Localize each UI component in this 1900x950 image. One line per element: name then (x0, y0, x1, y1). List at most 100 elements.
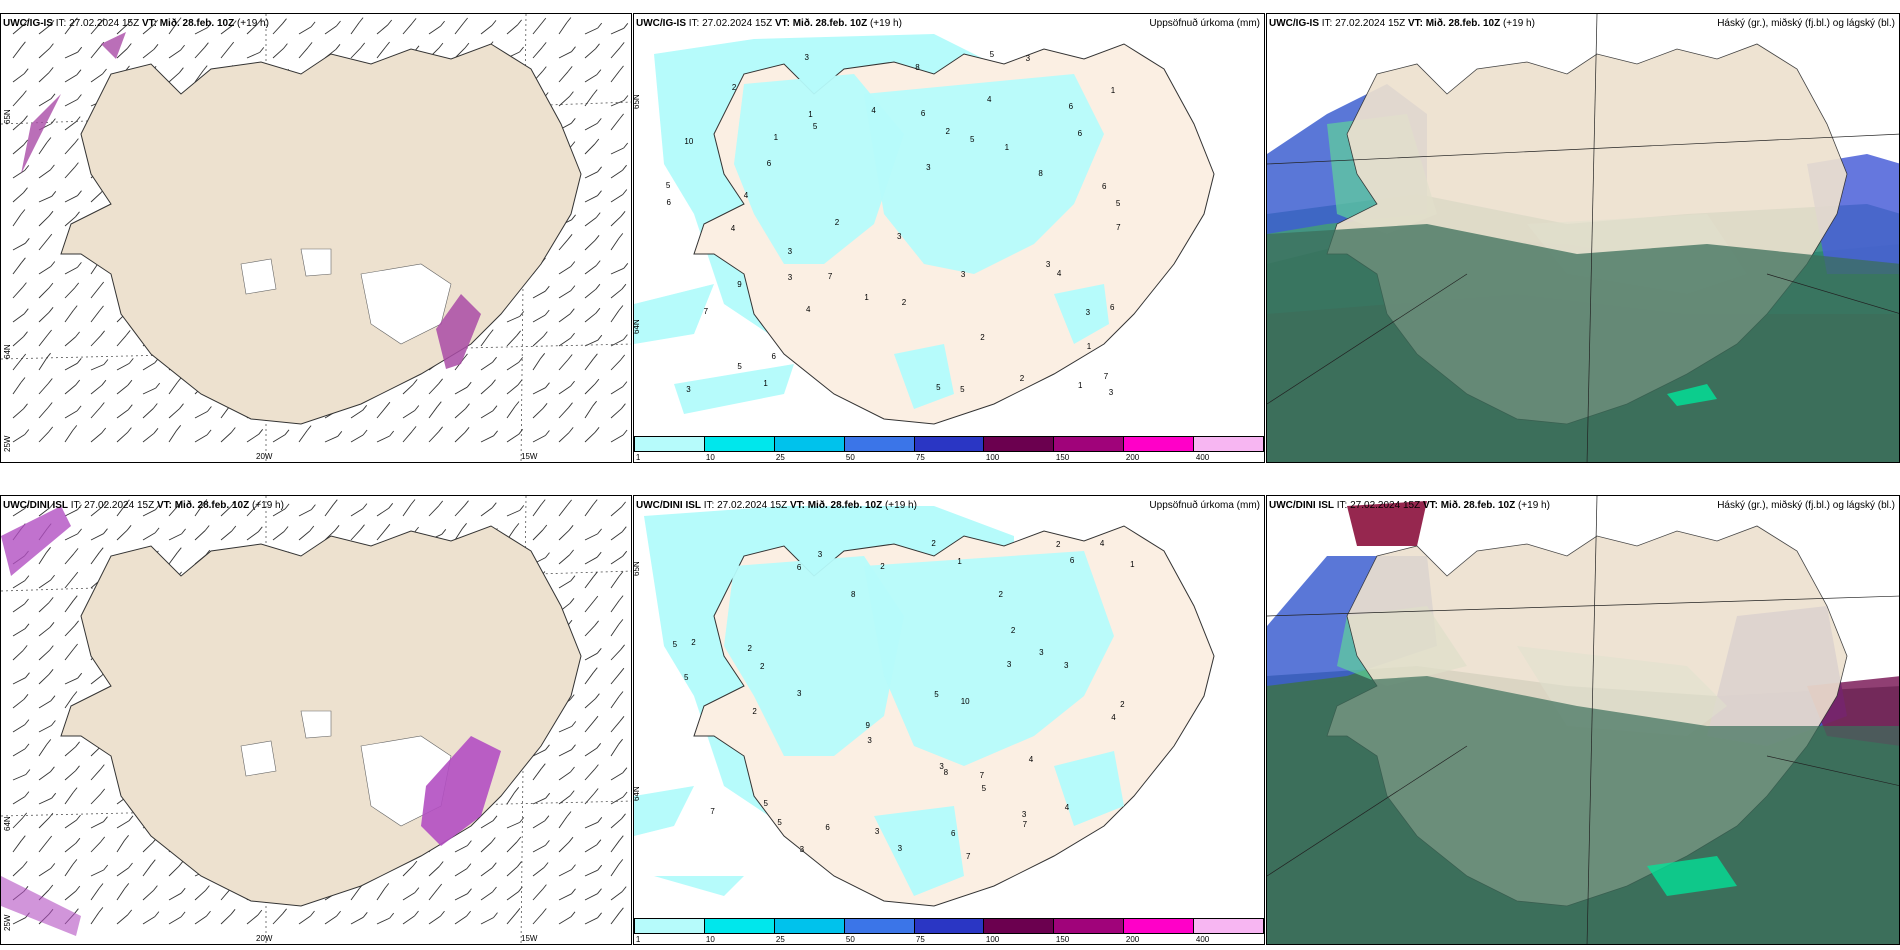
colorbar-tick-label: 200 (1125, 453, 1140, 462)
wind-barb (12, 724, 26, 733)
wind-barb (532, 845, 546, 853)
wind-barb (584, 556, 598, 565)
wind-barb-flag (46, 547, 51, 553)
wind-barb (142, 24, 154, 35)
wind-barb (350, 916, 364, 925)
wind-barb-flag (257, 526, 263, 533)
wind-barb (142, 408, 154, 419)
wind-barb-flag (74, 162, 79, 168)
wind-barb (532, 358, 542, 371)
wind-barb (402, 915, 415, 925)
wind-barb (272, 508, 286, 517)
precip-value: 2 (1019, 374, 1025, 384)
wind-barb-flag (463, 353, 468, 360)
wind-barb-flag (597, 528, 602, 535)
wind-barb-flag (75, 116, 81, 122)
wind-barb (324, 504, 334, 517)
wind-barb (38, 797, 52, 805)
wind-barb (558, 96, 570, 107)
wind-barb-flag (127, 19, 132, 25)
precip-value: 3 (1021, 809, 1027, 819)
wind-barb (584, 652, 598, 661)
precip-value: 2 (998, 590, 1003, 600)
wind-barb (428, 406, 438, 419)
wind-barb (90, 675, 103, 685)
wind-barb-flag (491, 862, 497, 868)
colorbar-tick-label: 100 (985, 935, 1000, 944)
wind-barb-flag (50, 164, 55, 171)
wind-barb-flag (230, 501, 236, 507)
wind-barb (584, 893, 598, 901)
wind-barb-flag (623, 23, 629, 29)
wind-barb-flag (127, 404, 133, 410)
wind-barb (90, 912, 100, 925)
wind-barb-flag (440, 20, 445, 27)
wind-barb-flag (570, 575, 576, 581)
wind-barb (64, 121, 77, 131)
wind-barb-flag (545, 792, 551, 799)
wind-barb (220, 46, 231, 59)
wind-barb-flag (283, 526, 289, 532)
wind-barb (90, 335, 101, 347)
colorbar-cell (1124, 437, 1195, 451)
wind-barb (116, 504, 126, 517)
colorbar-cell (635, 919, 705, 933)
wind-barb-flag (77, 528, 82, 535)
wind-barb (38, 552, 47, 565)
wind-barb (558, 725, 572, 733)
precip-value: 2 (691, 637, 696, 647)
wind-barb-flag (360, 42, 366, 49)
precip-value: 2 (760, 662, 765, 672)
wind-barb (12, 796, 26, 805)
wind-barb (142, 387, 156, 395)
colorbar-tick-label: 10 (705, 453, 715, 462)
wind-barb-flag (545, 744, 550, 751)
wind-barb (532, 387, 546, 395)
wind-barb-flag (204, 42, 209, 48)
wind-barb-flag (230, 427, 236, 433)
colorbar-tick-label: 150 (1055, 935, 1070, 944)
wind-barb-flag (126, 43, 132, 49)
precip-value: 6 (951, 829, 956, 839)
wind-barb-flag (466, 910, 471, 917)
wind-barb (558, 71, 569, 83)
precip-value: 6 (666, 198, 671, 208)
wind-barb-flag (49, 502, 55, 508)
wind-barb-flag (336, 910, 341, 917)
precip-value: 4 (1111, 712, 1116, 722)
precip-value: 2 (731, 83, 737, 93)
wind-barb-flag (22, 861, 28, 867)
wind-barb (116, 409, 129, 419)
wind-barb (506, 24, 518, 35)
wind-barb (402, 431, 413, 443)
precip-value: 5 (989, 50, 995, 60)
precip-value: 7 (1022, 819, 1028, 829)
colorbar-cell (704, 437, 775, 451)
wind-barb (428, 25, 441, 35)
wind-barb (558, 359, 569, 371)
wind-barb-flag (337, 431, 343, 437)
wind-barb-flag (47, 402, 53, 408)
wind-barb (350, 434, 364, 443)
wind-barb (558, 337, 571, 347)
wind-barb-flag (48, 282, 54, 289)
colorbar-tick-label: 25 (775, 935, 785, 944)
wind-barb-flag (21, 41, 26, 48)
wind-barb-flag (47, 835, 53, 842)
wind-barb-flag (23, 403, 28, 410)
wind-barb (38, 579, 51, 589)
wind-barb-flag (618, 233, 624, 239)
wind-barb-flag (594, 138, 600, 145)
wind-barb (38, 700, 52, 709)
wind-barb-flag (597, 166, 602, 173)
wind-barb-flag (568, 427, 574, 433)
colorbar-tick-label: 1 (635, 453, 641, 462)
wind-barb-flag (466, 863, 472, 869)
wind-barb-flag (384, 883, 390, 889)
precip-value: 3 (799, 845, 805, 855)
wind-barb-flag (100, 330, 105, 337)
precip-value: 5 (777, 818, 782, 828)
wind-barb-flag (412, 379, 418, 385)
precip-value: 1 (1110, 85, 1116, 95)
wind-barb-flag (124, 835, 129, 841)
